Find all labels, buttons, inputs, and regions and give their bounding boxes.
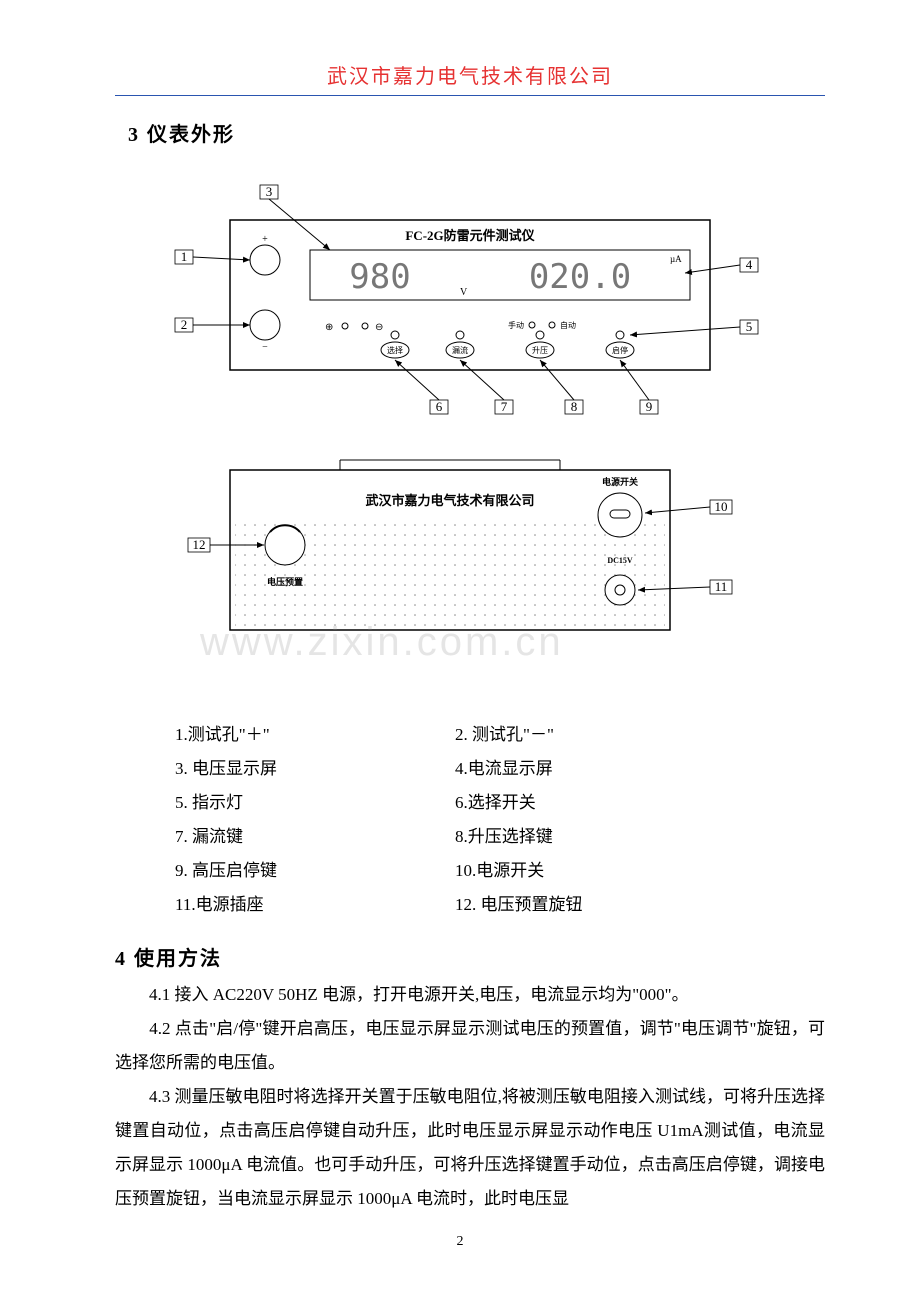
- svg-text:6: 6: [436, 399, 443, 414]
- svg-text:选择: 选择: [387, 345, 403, 355]
- svg-text:+: +: [262, 234, 268, 245]
- svg-text:⊕: ⊕: [325, 322, 333, 333]
- header-rule: [115, 95, 825, 96]
- svg-text:12: 12: [193, 537, 206, 552]
- paragraph: 4.3 测量压敏电阻时将选择开关置于压敏电阻位,将被测压敏电阻接入测试线，可将升…: [115, 1080, 825, 1216]
- svg-text:升压: 升压: [532, 346, 548, 355]
- device-title: FC-2G防雷元件测试仪: [405, 228, 535, 243]
- svg-text:手动: 手动: [508, 320, 524, 330]
- voltage-display: 980: [349, 257, 410, 297]
- page-number: 2: [0, 1234, 920, 1250]
- current-display: 020.0: [529, 257, 631, 297]
- section-4-body: 4.1 接入 AC220V 50HZ 电源，打开电源开关,电压，电流显示均为"0…: [115, 978, 825, 1216]
- legend-item: 4.电流显示屏: [455, 752, 735, 786]
- svg-text:⊖: ⊖: [375, 322, 383, 333]
- legend-item: 1.测试孔"＋": [175, 718, 455, 752]
- legend-item: 2. 测试孔"－": [455, 718, 735, 752]
- svg-text:−: −: [262, 342, 268, 353]
- svg-text:9: 9: [646, 399, 653, 414]
- voltage-unit: V: [460, 287, 468, 298]
- svg-text:4: 4: [746, 257, 753, 272]
- svg-text:8: 8: [571, 399, 578, 414]
- preset-label: 电压预置: [267, 576, 303, 587]
- dc-label: DC15V: [607, 556, 633, 565]
- rear-company: 武汉市嘉力电气技术有限公司: [365, 493, 534, 508]
- page-header: 武汉市嘉力电气技术有限公司: [115, 60, 825, 104]
- svg-text:1: 1: [181, 249, 188, 264]
- svg-text:10: 10: [715, 499, 728, 514]
- legend-item: 7. 漏流键: [175, 820, 455, 854]
- watermark: www.zixin.com.cn: [200, 620, 564, 665]
- power-label: 电源开关: [602, 476, 638, 487]
- svg-text:自动: 自动: [560, 320, 576, 330]
- legend-item: 9. 高压启停键: [175, 854, 455, 888]
- legend-item: 3. 电压显示屏: [175, 752, 455, 786]
- legend-item: 5. 指示灯: [175, 786, 455, 820]
- legend-item: 11.电源插座: [175, 888, 455, 922]
- svg-text:3: 3: [266, 184, 273, 199]
- paragraph: 4.1 接入 AC220V 50HZ 电源，打开电源开关,电压，电流显示均为"0…: [115, 978, 825, 1012]
- page: 武汉市嘉力电气技术有限公司 3 仪表外形 FC-2G防雷元件测试仪 + − 98…: [0, 0, 920, 1302]
- paragraph: 4.2 点击"启/停"键开启高压，电压显示屏显示测试电压的预置值，调节"电压调节…: [115, 1012, 825, 1080]
- legend-item: 12. 电压预置旋钮: [455, 888, 735, 922]
- svg-text:7: 7: [501, 399, 508, 414]
- current-unit: µA: [670, 254, 682, 264]
- svg-text:5: 5: [746, 319, 753, 334]
- svg-text:11: 11: [715, 579, 728, 594]
- company-name: 武汉市嘉力电气技术有限公司: [327, 66, 613, 88]
- svg-text:2: 2: [181, 317, 188, 332]
- svg-text:漏流: 漏流: [452, 345, 468, 355]
- parts-legend: 1.测试孔"＋" 2. 测试孔"－" 3. 电压显示屏 4.电流显示屏 5. 指…: [175, 718, 735, 922]
- legend-item: 10.电源开关: [455, 854, 735, 888]
- section-3-heading: 3 仪表外形: [128, 118, 235, 147]
- svg-text:启停: 启停: [612, 345, 628, 355]
- legend-item: 6.选择开关: [455, 786, 735, 820]
- section-4-heading: 4 使用方法: [115, 942, 222, 971]
- front-panel-diagram: FC-2G防雷元件测试仪 + − 980 V 020.0 µA ⊕ ⊖ 手动 自…: [160, 170, 780, 440]
- legend-item: 8.升压选择键: [455, 820, 735, 854]
